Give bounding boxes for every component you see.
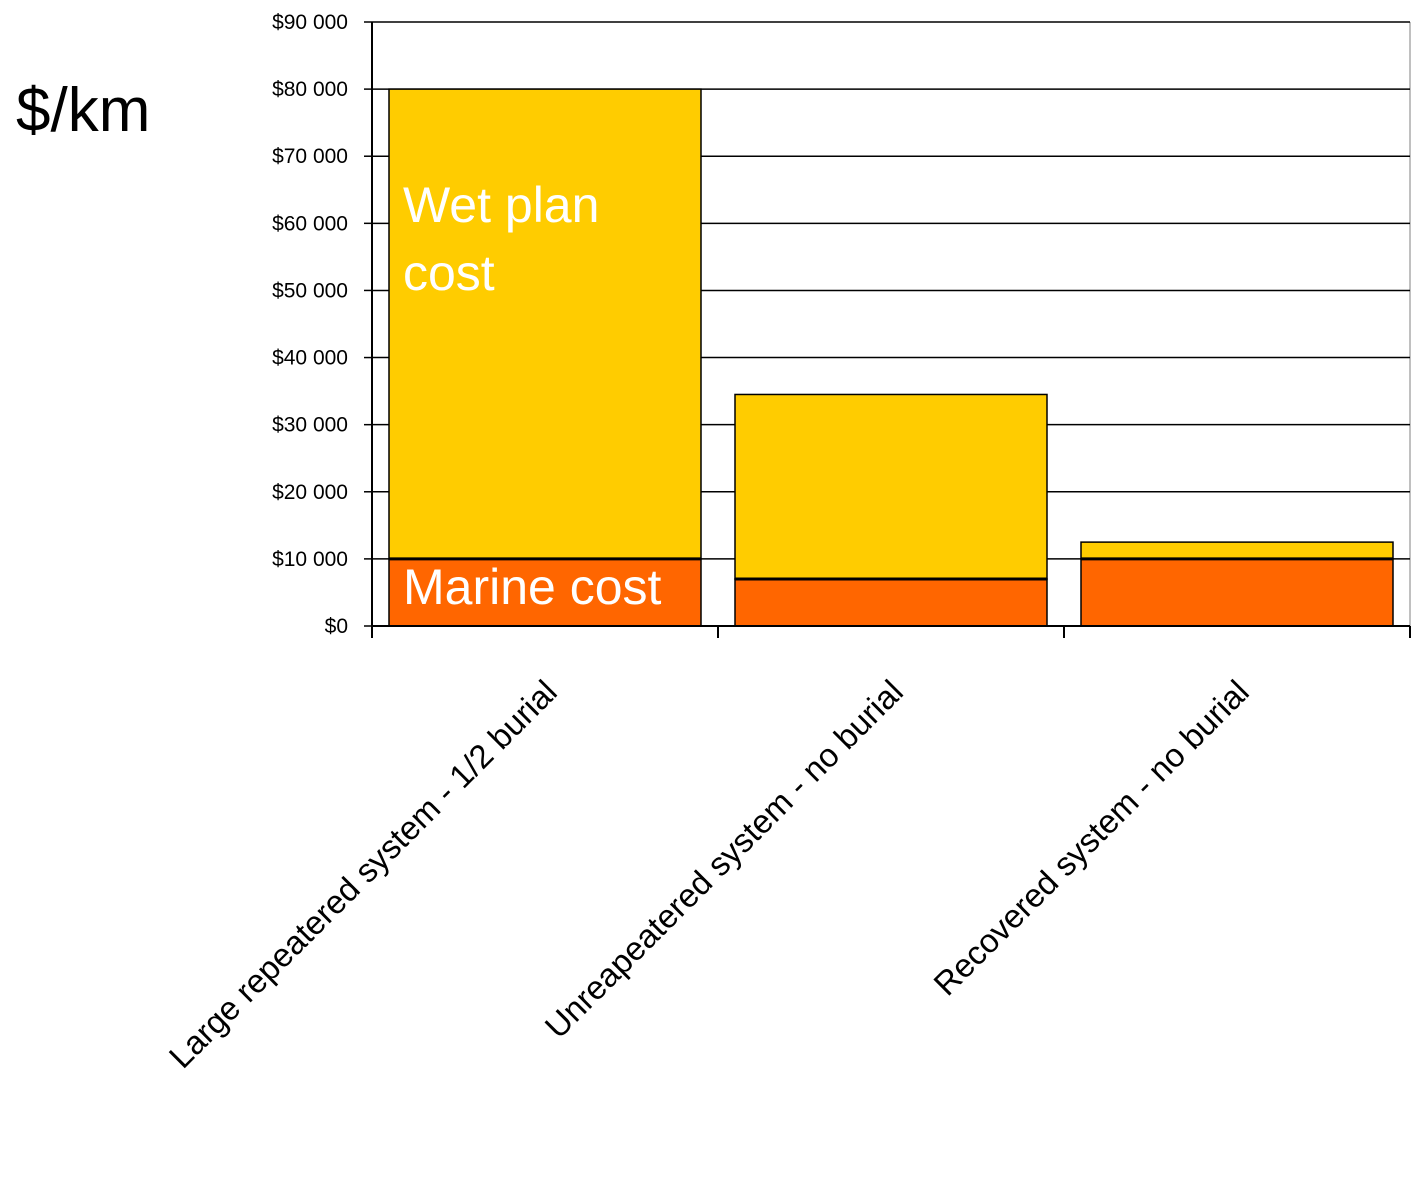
bar-wet-plan-cost xyxy=(388,88,702,560)
bar-wet-plan-cost xyxy=(1080,541,1394,560)
bar-wet-plan-cost xyxy=(734,393,1048,580)
y-tick-label: $20 000 xyxy=(272,481,348,504)
bar-marine-cost xyxy=(734,578,1048,627)
y-tick-label: $60 000 xyxy=(272,212,348,235)
annotation-marine-cost: Marine cost xyxy=(403,559,662,615)
x-category-label: Large repeatered system - 1/2 burial xyxy=(162,673,564,1075)
y-tick-label: $80 000 xyxy=(272,78,348,101)
y-unit-label: $/km xyxy=(16,76,151,145)
x-category-label: Recovered system - no burial xyxy=(926,673,1256,1003)
y-tick-label: $70 000 xyxy=(272,145,348,168)
x-category-label: Unreapeatered system - no burial xyxy=(537,673,909,1045)
bar-marine-cost xyxy=(388,558,702,627)
y-tick-label: $0 xyxy=(325,615,348,638)
annotation-wet-plan-line2: cost xyxy=(403,245,495,301)
y-tick-label: $30 000 xyxy=(272,414,348,437)
y-tick-label: $90 000 xyxy=(272,11,348,34)
y-tick-label: $50 000 xyxy=(272,279,348,302)
annotation-wet-plan-line1: Wet plan xyxy=(403,177,599,233)
y-tick-label: $10 000 xyxy=(272,548,348,571)
y-tick-label: $40 000 xyxy=(272,347,348,370)
bar-marine-cost xyxy=(1080,558,1394,627)
